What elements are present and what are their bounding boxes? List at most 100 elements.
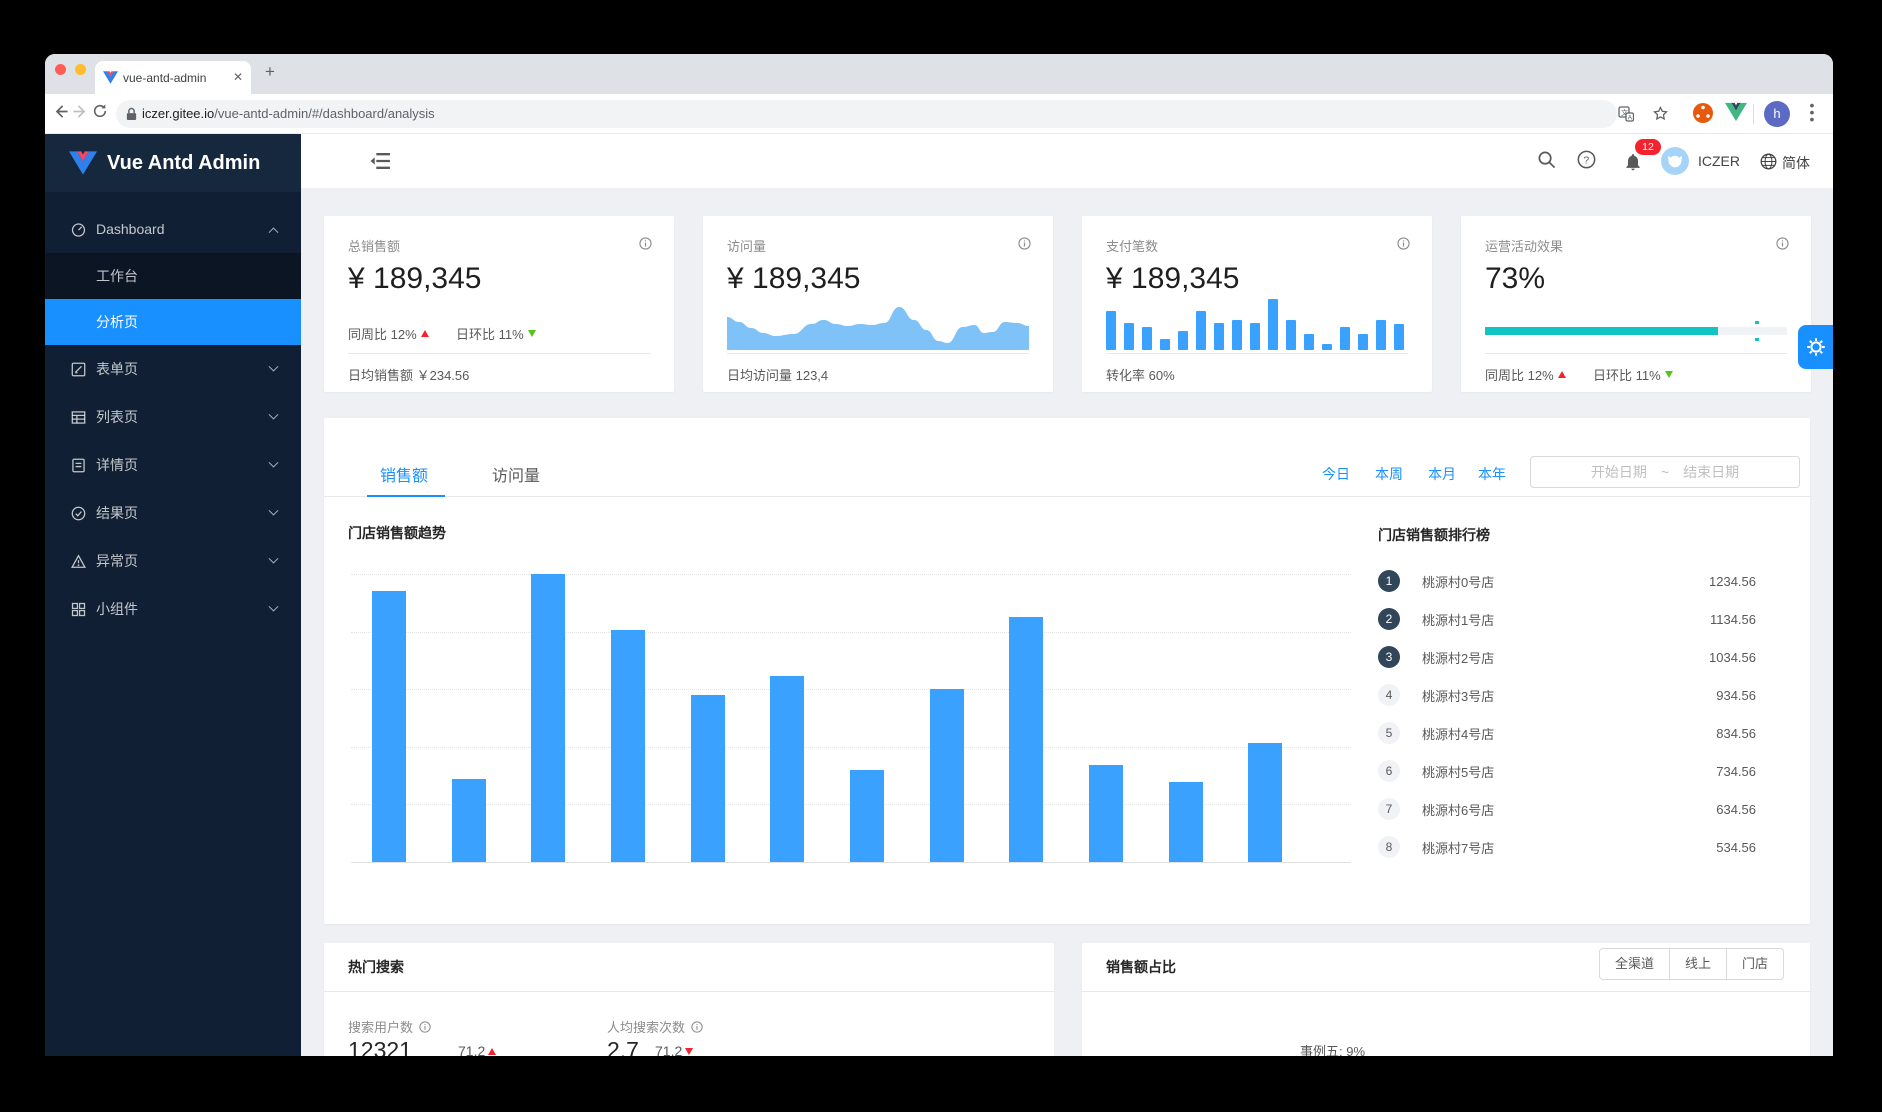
close-window-button[interactable] [55, 64, 66, 75]
x-axis [351, 862, 1351, 863]
rank-badge: 4 [1378, 684, 1400, 706]
sidebar-item-label: Dashboard [96, 221, 165, 237]
bar [531, 574, 566, 862]
tab-close-icon[interactable]: ✕ [232, 70, 243, 84]
bar [690, 695, 725, 862]
caret-down-icon [1664, 371, 1673, 378]
browser-tab[interactable]: vue-antd-admin ✕ [95, 61, 251, 94]
browser-window: vue-antd-admin ✕ + iczer.gitee.io/vue-an… [45, 54, 1833, 1056]
sidebar-item-detail[interactable]: 详情页 [45, 441, 301, 489]
forward-icon[interactable] [69, 103, 91, 125]
spark-bar [1250, 323, 1260, 350]
sidebar-item-workbench[interactable]: 工作台 [45, 253, 301, 299]
metric-label: 人均搜索次数 [607, 1017, 703, 1036]
range-month-link[interactable]: 本月 [1428, 466, 1456, 482]
tab-visits[interactable]: 访问量 [492, 468, 541, 485]
lock-icon [126, 107, 137, 121]
card-title: 热门搜索 [348, 959, 404, 975]
info-icon[interactable] [419, 1020, 431, 1033]
username[interactable]: ICZER [1698, 153, 1740, 169]
info-icon[interactable] [1018, 237, 1031, 250]
sidebar-item-dashboard[interactable]: Dashboard [45, 205, 301, 253]
warning-icon [71, 553, 86, 568]
main-bar-chart [351, 574, 1351, 863]
date-range-picker[interactable]: 开始日期 ~ 结束日期 [1530, 456, 1800, 488]
metric-value: 2.7 [607, 1037, 639, 1056]
rank-name: 桃源村0号店 [1422, 574, 1495, 590]
settings-fab[interactable] [1798, 325, 1833, 369]
spark-bar [1376, 320, 1386, 350]
metric-value: 12321 [348, 1037, 412, 1056]
help-icon[interactable]: ? [1577, 150, 1596, 169]
bar [849, 770, 884, 862]
date-end-placeholder: 结束日期 [1683, 464, 1740, 480]
rank-badge: 5 [1378, 722, 1400, 744]
spark-bar [1142, 327, 1152, 350]
browser-menu-icon[interactable]: • • • [1809, 97, 1815, 127]
spark-bar [1106, 311, 1116, 350]
chevron-down-icon [268, 601, 279, 612]
menu-fold-icon[interactable] [370, 151, 391, 171]
reload-icon[interactable] [89, 103, 111, 125]
segment-online[interactable]: 线上 [1670, 948, 1728, 980]
rank-row: 6 桃源村5号店 734.56 [1378, 752, 1756, 790]
avatar[interactable] [1661, 147, 1689, 175]
rank-value: 634.56 [1716, 801, 1756, 817]
translate-icon[interactable]: 文 A [1618, 106, 1634, 122]
sidebar-item-label: 小组件 [96, 601, 138, 617]
vue-devtools-icon[interactable] [1725, 102, 1747, 124]
rank-value: 534.56 [1716, 839, 1756, 855]
info-icon[interactable] [1397, 237, 1410, 250]
rank-value: 1034.56 [1709, 649, 1756, 665]
sidebar-item-list[interactable]: 列表页 [45, 393, 301, 441]
stat-card-operations: 运营活动效果 73% 同周比 12% 日环比 11% [1461, 216, 1811, 392]
sidebar-item-result[interactable]: 结果页 [45, 489, 301, 537]
sidebar-item-form[interactable]: 表单页 [45, 345, 301, 393]
app-logo[interactable]: Vue Antd Admin [45, 134, 301, 192]
range-today-link[interactable]: 今日 [1322, 466, 1350, 482]
tab-title: vue-antd-admin [123, 71, 207, 85]
extension-icon[interactable] [1692, 102, 1714, 124]
info-icon[interactable] [691, 1020, 703, 1033]
divider [1106, 353, 1408, 354]
bookmark-star-icon[interactable] [1652, 105, 1669, 122]
caret-up-icon [420, 330, 429, 337]
segment-stores[interactable]: 门店 [1727, 948, 1785, 980]
card-footer: 转化率 60% [1106, 368, 1175, 383]
minimize-window-button[interactable] [75, 64, 86, 75]
sidebar-item-analysis[interactable]: 分析页 [45, 299, 301, 345]
pie-label: 事例五: 9% [1300, 1044, 1366, 1056]
bar [1009, 617, 1044, 862]
globe-icon[interactable] [1760, 153, 1777, 170]
sidebar-item-widgets[interactable]: 小组件 [45, 585, 301, 633]
bell-icon[interactable] [1623, 152, 1643, 172]
gear-icon [1806, 338, 1825, 356]
app-logo-text: Vue Antd Admin [107, 151, 261, 174]
spark-bar [1232, 320, 1242, 350]
new-tab-button[interactable]: + [265, 62, 275, 81]
rank-badge: 8 [1378, 836, 1400, 858]
stat-card-payments: 支付笔数 ¥ 189,345 转化率 60% [1082, 216, 1432, 392]
language-switch[interactable]: 简体 [1782, 155, 1810, 171]
tab-sales[interactable]: 销售额 [380, 468, 429, 485]
info-icon[interactable] [1776, 237, 1789, 250]
caret-down-icon [685, 1047, 694, 1055]
info-icon[interactable] [639, 237, 652, 250]
segment-all-channels[interactable]: 全渠道 [1599, 948, 1671, 980]
sidebar-submenu-dashboard: 工作台 分析页 [45, 253, 301, 345]
rank-name: 桃源村6号店 [1422, 802, 1495, 818]
range-year-link[interactable]: 本年 [1478, 466, 1506, 482]
url-bar[interactable]: iczer.gitee.io/vue-antd-admin/#/dashboar… [116, 100, 1668, 128]
rank-value: 734.56 [1716, 763, 1756, 779]
card-value: ¥ 189,345 [1106, 262, 1240, 295]
rank-badge: 7 [1378, 798, 1400, 820]
divider [348, 353, 650, 354]
search-icon[interactable] [1537, 150, 1556, 169]
spark-bar [1394, 324, 1404, 350]
range-week-link[interactable]: 本周 [1375, 466, 1403, 482]
back-icon[interactable] [49, 103, 71, 125]
browser-profile-avatar[interactable]: h [1764, 101, 1790, 127]
card-title: 访问量 [727, 239, 767, 254]
sidebar-item-label: 详情页 [96, 457, 138, 473]
sidebar-item-exception[interactable]: 异常页 [45, 537, 301, 585]
